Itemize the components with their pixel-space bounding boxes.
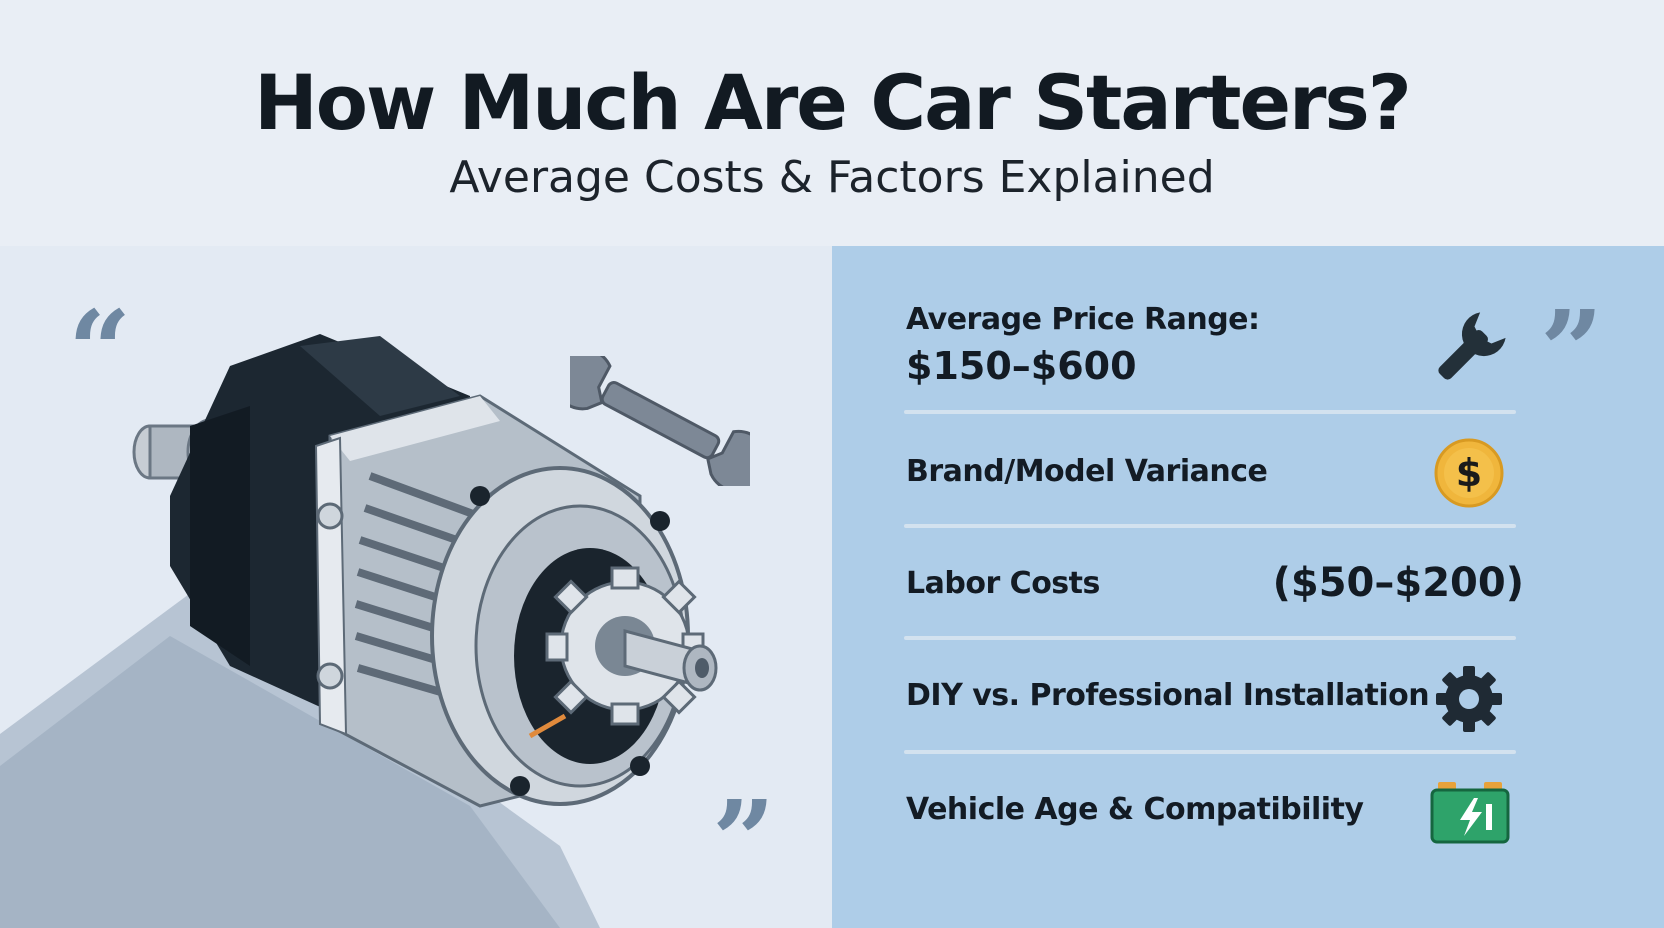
price-range-value: $150–$600	[906, 344, 1137, 388]
wrench-icon	[570, 356, 750, 486]
vehicle-age-compatibility-label: Vehicle Age & Compatibility	[906, 792, 1364, 827]
dollar-coin-icon: $	[1434, 438, 1504, 508]
divider	[904, 410, 1516, 414]
labor-costs-label: Labor Costs	[906, 566, 1100, 601]
quote-mark-icon: ”	[712, 776, 776, 905]
page-subtitle: Average Costs & Factors Explained	[449, 152, 1215, 203]
divider	[904, 750, 1516, 754]
svg-text:$: $	[1456, 451, 1482, 495]
labor-costs-value: ($50–$200)	[1272, 560, 1524, 606]
front-shaft	[623, 629, 718, 692]
wrench-icon	[1438, 312, 1506, 380]
divider	[904, 524, 1516, 528]
car-starter-motor-illustration	[0, 334, 718, 928]
brand-model-variance-label: Brand/Model Variance	[906, 454, 1268, 489]
factors-panel	[832, 246, 1664, 928]
battery-icon	[1430, 782, 1510, 844]
gear-icon	[1436, 666, 1502, 732]
divider	[904, 636, 1516, 640]
page-title: How Much Are Car Starters?	[254, 58, 1412, 147]
price-range-label: Average Price Range:	[906, 302, 1260, 337]
diy-vs-professional-label: DIY vs. Professional Installation	[906, 678, 1430, 713]
quote-mark-icon: “	[68, 286, 132, 415]
quote-mark-icon: ”	[1540, 286, 1604, 415]
header: How Much Are Car Starters? Average Costs…	[0, 0, 1664, 246]
